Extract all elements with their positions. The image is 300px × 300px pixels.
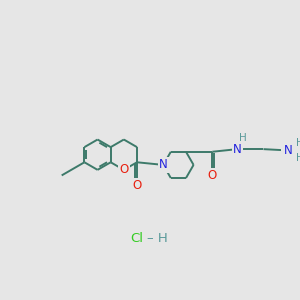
Text: O: O	[119, 164, 128, 176]
Text: H: H	[296, 153, 300, 163]
Text: H: H	[296, 138, 300, 148]
Text: O: O	[132, 179, 142, 192]
Text: Cl: Cl	[130, 232, 143, 245]
Text: N: N	[159, 158, 168, 171]
Text: H: H	[239, 133, 247, 143]
Text: N: N	[233, 142, 242, 156]
Text: – H: – H	[147, 232, 168, 245]
Text: O: O	[208, 169, 217, 182]
Text: N: N	[284, 144, 293, 157]
